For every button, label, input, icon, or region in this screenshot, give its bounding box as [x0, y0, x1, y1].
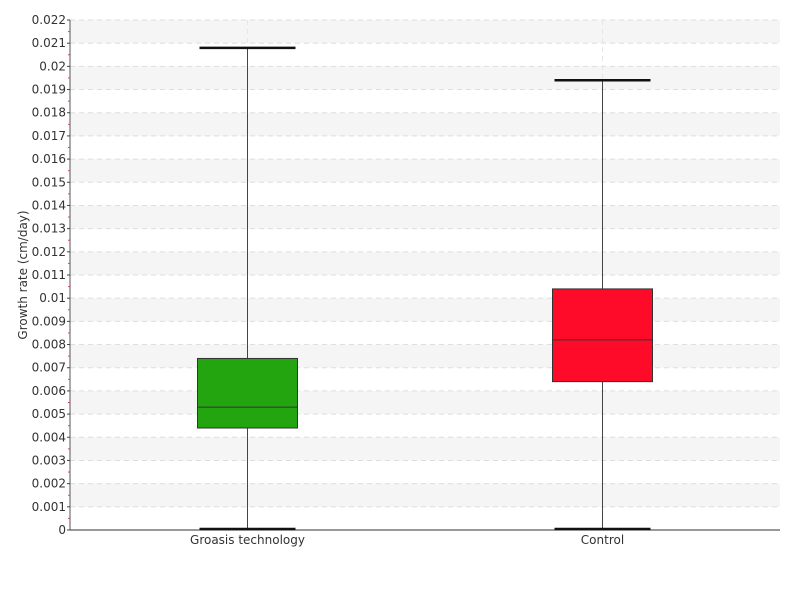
x-tick-label: Groasis technology: [190, 533, 305, 547]
y-tick-label: 0.01: [39, 291, 66, 305]
y-tick-label: 0.005: [32, 407, 66, 421]
plot-band: [70, 159, 780, 183]
y-tick-label: 0.012: [32, 245, 66, 259]
plot-band: [70, 205, 780, 229]
y-tick-label: 0.004: [32, 430, 66, 444]
plot-band: [70, 483, 780, 507]
plot-band: [70, 437, 780, 461]
box-series: [197, 46, 653, 531]
y-tick-label: 0.003: [32, 453, 66, 467]
y-tick-label: 0.008: [32, 338, 66, 352]
y-tick-label: 0.011: [32, 268, 66, 282]
plot-band: [70, 344, 780, 368]
plot-band: [70, 112, 780, 136]
plot-band: [70, 20, 780, 44]
x-tick-label: Control: [581, 533, 624, 547]
plot-bands: [70, 20, 780, 507]
y-tick-label: 0.001: [32, 500, 66, 514]
y-tick-label: 0.019: [32, 83, 66, 97]
x-axis-labels: Groasis technology Control: [190, 533, 624, 547]
y-tick-label: 0.017: [32, 129, 66, 143]
iqr-box: [197, 357, 298, 429]
box-1: [552, 79, 653, 531]
plot-band: [70, 390, 780, 415]
plot-band: [70, 66, 780, 90]
y-axis-ticks: 0 0.001 0.002 0.003 0.004 0.005 0.006 0.007 0.00…: [32, 13, 70, 537]
gridlines: [70, 19, 780, 530]
box-0: [197, 46, 298, 531]
y-tick-label: 0.02: [39, 59, 66, 73]
y-tick-label: 0.021: [32, 36, 66, 50]
plot-band: [70, 251, 780, 275]
y-tick-label: 0.014: [32, 198, 66, 212]
iqr-box: [552, 288, 653, 383]
plot-band: [70, 298, 780, 322]
y-tick-label: 0.007: [32, 361, 66, 375]
y-axis-title: Growth rate (cm/day): [16, 210, 30, 339]
y-tick-label: 0: [58, 523, 66, 537]
y-tick-label: 0.016: [32, 152, 66, 166]
y-tick-label: 0.018: [32, 106, 66, 120]
y-tick-label: 0.015: [32, 175, 66, 189]
y-tick-label: 0.013: [32, 222, 66, 236]
y-tick-label: 0.022: [32, 13, 66, 27]
y-tick-label: 0.009: [32, 314, 66, 328]
y-tick-label: 0.002: [32, 477, 66, 491]
y-tick-label: 0.006: [32, 384, 66, 398]
